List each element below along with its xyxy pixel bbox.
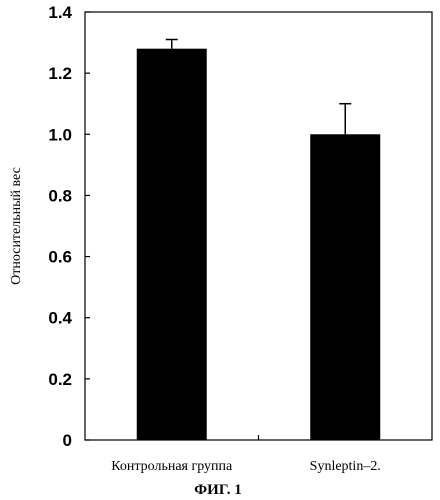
y-tick-label: 0.4 xyxy=(48,309,72,328)
y-tick-label: 0 xyxy=(63,431,72,450)
y-tick-label: 0.2 xyxy=(48,370,72,389)
y-axis-label: Относительный вес xyxy=(9,167,24,285)
bar-1 xyxy=(137,49,207,440)
x-category-label: Контрольная группа xyxy=(111,459,233,474)
y-tick-label: 1.4 xyxy=(48,3,72,22)
y-tick-label: 0.8 xyxy=(48,186,72,205)
bar-2 xyxy=(310,134,380,440)
figure-caption: ФИГ. 1 xyxy=(194,482,241,498)
y-axis: 0 0.2 0.4 0.6 0.8 1.0 1.2 1.4 xyxy=(48,3,90,450)
y-tick-label: 0.6 xyxy=(48,248,72,267)
bar-series xyxy=(137,49,381,440)
y-tick-label: 1.2 xyxy=(48,64,72,83)
y-tick-label: 1.0 xyxy=(48,125,72,144)
x-category-label: Synleptin–2. xyxy=(310,459,381,474)
x-axis: Контрольная группа Synleptin–2. xyxy=(111,435,381,474)
